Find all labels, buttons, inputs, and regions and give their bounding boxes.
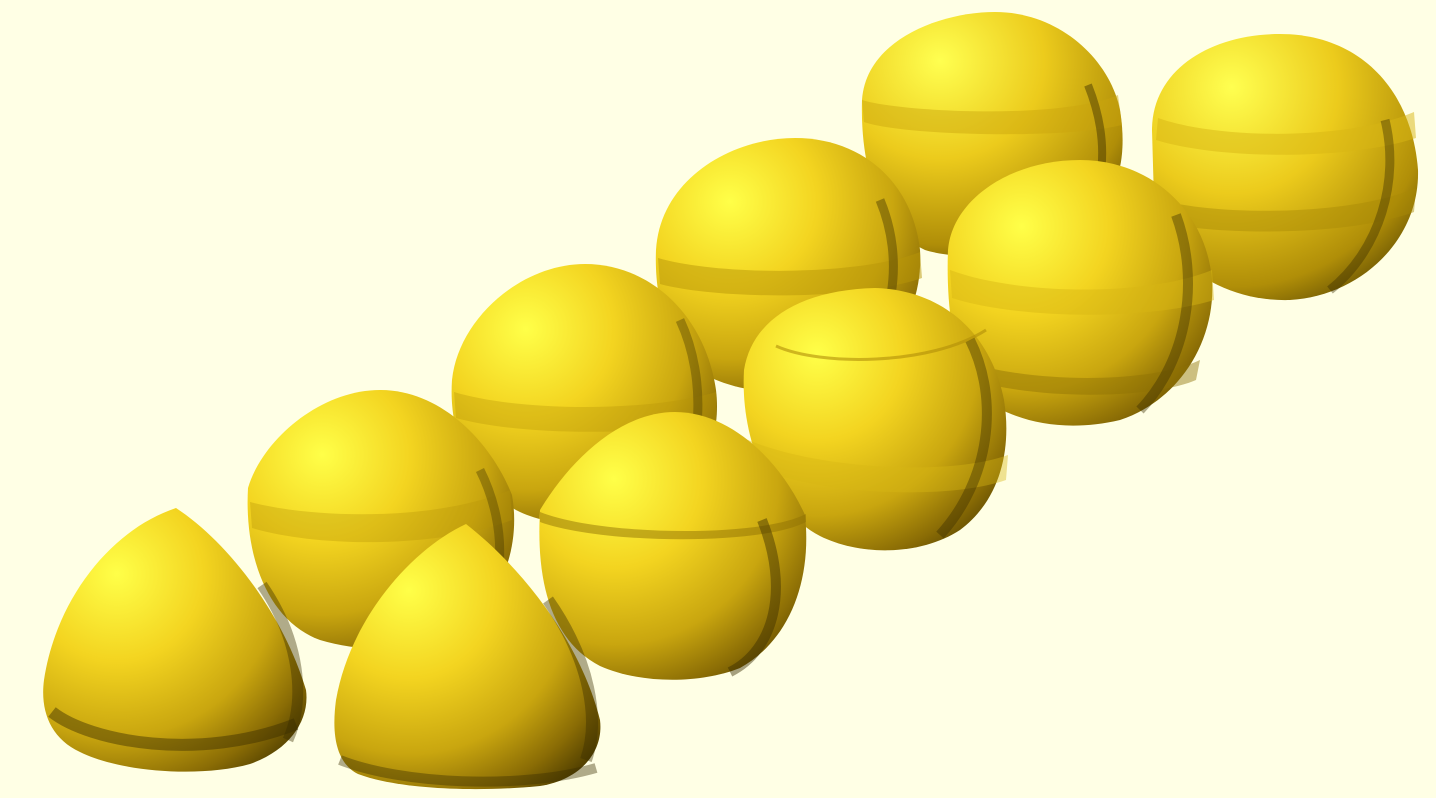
blend-solid-row4-b[interactable] — [947, 160, 1214, 426]
reuleaux-solid-front-middle[interactable] — [334, 524, 601, 790]
reuleaux-solid-front-left[interactable] — [43, 508, 307, 772]
sphere-back-b[interactable] — [1152, 34, 1419, 301]
blend-solid-row2-b[interactable] — [539, 412, 807, 680]
blend-solid-row3-b[interactable] — [743, 288, 1008, 551]
